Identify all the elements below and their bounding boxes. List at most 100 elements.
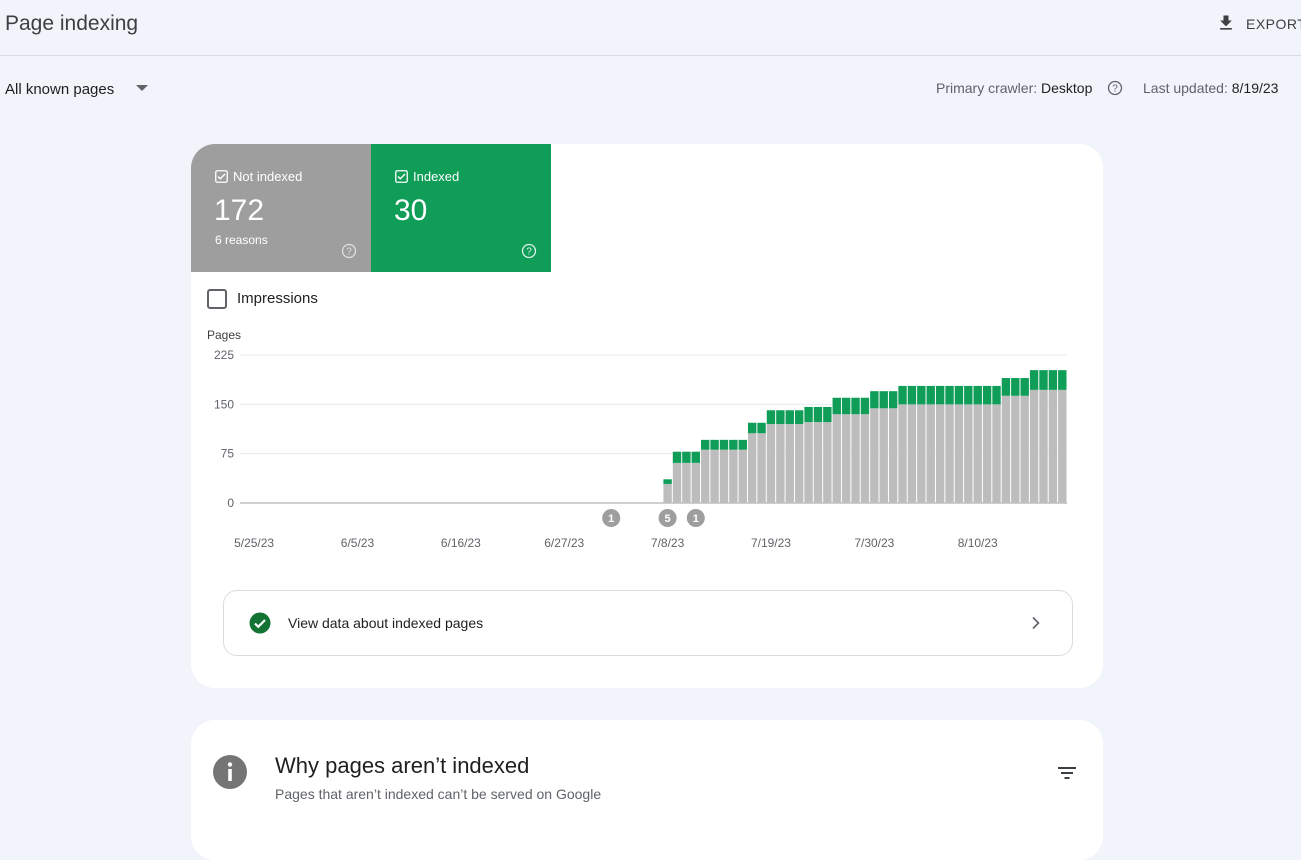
page-title: Page indexing (5, 12, 139, 35)
updated-info: Last updated: 8/19/23 (1143, 80, 1278, 96)
pages-filter[interactable]: All known pages (5, 80, 155, 100)
x-tick-label: 8/10/23 (958, 536, 998, 550)
bar-segment (729, 439, 738, 450)
bar-segment (917, 404, 926, 503)
series-label: Indexed (413, 169, 460, 184)
annotation-marker (686, 509, 705, 527)
x-tick-label: 7/30/23 (854, 536, 894, 550)
not-indexed-card[interactable]: Not indexed 172 6 reasons ? (191, 144, 371, 272)
annotation-label: 1 (693, 513, 699, 525)
bar-segment (804, 406, 813, 423)
filter-icon[interactable] (1057, 765, 1077, 781)
bar-segment (682, 462, 691, 503)
y-tick-label: 225 (214, 348, 234, 362)
bar-segment (823, 422, 832, 503)
x-tick-label: 7/8/23 (651, 536, 685, 550)
bar-segment (700, 449, 710, 503)
bar-segment (888, 408, 898, 503)
bar-segment (982, 404, 992, 503)
bar-segment (1058, 370, 1067, 390)
bar-segment (813, 406, 823, 423)
bar-segment (870, 408, 879, 503)
bar-segment (766, 410, 776, 425)
series-label: Not indexed (233, 169, 303, 184)
bar-segment (719, 449, 729, 503)
bar-segment (672, 462, 682, 503)
help-icon[interactable]: ? (1107, 80, 1123, 96)
impressions-toggle[interactable]: Impressions (207, 288, 337, 309)
crawler-value: Desktop (1041, 80, 1093, 96)
bar-segment (982, 385, 992, 405)
check-icon (249, 612, 271, 634)
dropdown-arrow (136, 85, 148, 91)
bar-segment (804, 422, 813, 503)
y-axis-label: Pages (207, 328, 241, 342)
bar-segment (860, 414, 870, 503)
bar-segment (710, 449, 719, 503)
bar-segment (719, 439, 729, 450)
bar-segment (1039, 389, 1048, 503)
bar-segment (898, 385, 907, 405)
bar-segment (973, 385, 982, 405)
page: Page indexing EXPORT All known pages Pri… (0, 12, 1301, 860)
bar-segment (813, 422, 823, 503)
bar-segment (766, 424, 776, 503)
checkbox-icon (395, 170, 408, 183)
bar-segment (992, 385, 1001, 405)
x-tick-label: 7/19/23 (751, 536, 791, 550)
bar-segment (785, 410, 794, 425)
bar-segment (747, 422, 757, 434)
x-tick-label: 6/5/23 (341, 536, 375, 550)
bar-segment (1039, 370, 1048, 390)
bar-segment (954, 385, 964, 405)
bar-segment (794, 410, 804, 425)
bar-segment (1001, 395, 1011, 503)
bar-segment (992, 404, 1001, 503)
bar-segment (1011, 378, 1020, 396)
chevron-icon (1032, 616, 1040, 630)
help-icon[interactable]: ? (521, 243, 537, 259)
reasons: 6 reasons (215, 233, 268, 247)
bar-segment (700, 439, 710, 450)
bar-segment (832, 397, 841, 415)
bar-segment (776, 424, 785, 503)
annotation-label: 1 (608, 513, 614, 525)
bar-segment (663, 479, 672, 484)
indexed-card[interactable]: Indexed 30 ? (371, 144, 551, 272)
bar-segment (691, 462, 700, 503)
reasons-card: Why pages aren’t indexed Pages that aren… (191, 720, 1103, 860)
divider (0, 55, 1301, 56)
bar-segment (823, 406, 832, 423)
svg-text:?: ? (526, 247, 532, 258)
bar-segment (776, 410, 785, 425)
bar-segment (907, 385, 917, 405)
bar-segment (860, 397, 870, 415)
bar-segment (682, 451, 691, 463)
indexed-pages-link[interactable]: View data about indexed pages (223, 590, 1073, 656)
bar-segment (1048, 370, 1058, 390)
bar-segment (1029, 370, 1039, 390)
help-icon[interactable]: ? (341, 243, 357, 259)
bar-segment (964, 404, 973, 503)
svg-text:?: ? (1112, 84, 1118, 95)
bar-segment (879, 408, 888, 503)
bar-segment (917, 385, 926, 405)
bar-segment (973, 404, 982, 503)
updated-value: 8/19/23 (1231, 80, 1279, 96)
y-tick-label: 0 (227, 496, 234, 510)
annotation-marker (658, 509, 677, 527)
export-button[interactable]: EXPORT (1216, 12, 1301, 36)
download-icon (1220, 15, 1232, 30)
bar-segment (738, 439, 747, 450)
crawler-label: Primary crawler: (936, 80, 1038, 96)
bar-segment (832, 414, 841, 503)
updated-label: Last updated: (1143, 80, 1228, 96)
bar-segment (926, 404, 935, 503)
count: 172 (214, 194, 265, 227)
bar-segment (785, 424, 794, 503)
bar-segment (729, 449, 738, 503)
x-tick-label: 5/25/23 (234, 536, 274, 550)
filter-label: All known pages (5, 81, 115, 98)
bar-segment (663, 483, 672, 503)
bar-segment (907, 404, 917, 503)
